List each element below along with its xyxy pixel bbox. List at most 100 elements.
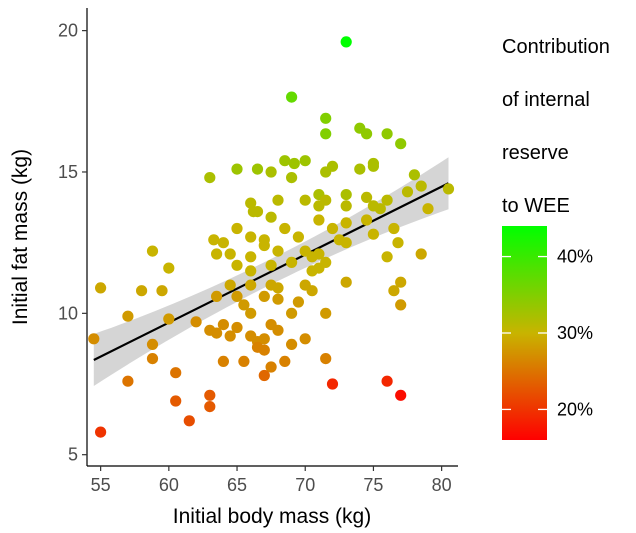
y-ticks: 5 10 15 20	[58, 21, 87, 465]
data-point	[395, 276, 407, 288]
y-tick-label: 15	[58, 162, 78, 182]
data-point	[381, 194, 393, 206]
y-axis-title: Initial fat mass (kg)	[9, 149, 32, 325]
data-point	[408, 169, 420, 181]
data-point	[190, 316, 202, 328]
data-point	[340, 189, 352, 201]
data-point	[292, 296, 304, 308]
data-point	[231, 290, 243, 302]
y-tick-label: 10	[58, 303, 78, 323]
regression-line	[93, 182, 449, 361]
legend-ticks: 20% 30% 40%	[502, 247, 593, 419]
data-point	[258, 369, 270, 382]
data-point	[361, 191, 373, 203]
data-point	[367, 228, 379, 240]
data-point	[422, 203, 434, 215]
data-point	[299, 333, 311, 345]
data-point	[163, 262, 175, 274]
data-point	[367, 160, 379, 172]
data-point	[279, 222, 291, 235]
data-point	[258, 290, 270, 302]
data-point	[265, 166, 277, 178]
data-point	[208, 234, 220, 246]
data-point	[251, 206, 264, 218]
x-tick-label: 75	[363, 475, 383, 495]
legend-tick-label: 30%	[557, 323, 593, 343]
data-point	[245, 231, 257, 243]
data-point	[231, 259, 243, 271]
legend-tick-label: 20%	[557, 399, 593, 419]
points-layer	[88, 36, 455, 438]
data-point	[231, 321, 243, 334]
data-point	[320, 112, 332, 124]
data-point	[272, 282, 284, 294]
data-point	[361, 214, 373, 226]
data-point	[340, 237, 352, 249]
data-point	[245, 251, 257, 263]
data-point	[245, 307, 257, 319]
data-point	[320, 307, 332, 319]
data-point	[286, 338, 298, 350]
x-tick-label: 55	[91, 475, 111, 495]
legend-tick-label: 40%	[557, 247, 593, 267]
data-point	[224, 330, 236, 342]
data-point	[272, 293, 284, 305]
data-point	[231, 163, 243, 175]
data-point	[170, 367, 182, 379]
data-point	[320, 128, 332, 140]
legend-title-line-1: Contribution	[502, 36, 610, 58]
data-point	[204, 401, 216, 413]
data-point	[381, 128, 393, 140]
data-point	[288, 157, 300, 170]
x-tick-label: 80	[432, 475, 452, 495]
data-point	[146, 353, 159, 365]
data-point	[224, 279, 236, 291]
data-point	[388, 222, 400, 235]
y-tick-label: 5	[68, 445, 78, 465]
data-point	[279, 155, 291, 167]
data-point	[354, 163, 366, 175]
data-point	[340, 276, 352, 288]
data-point	[258, 344, 270, 356]
data-point	[245, 265, 257, 277]
data-point	[217, 237, 229, 249]
legend-title-line-4: to WEE	[502, 195, 570, 217]
data-point	[238, 355, 250, 367]
data-point	[326, 378, 339, 390]
data-point	[313, 200, 325, 212]
legend-title-line-2: of internal	[502, 89, 590, 111]
data-point	[170, 395, 182, 407]
x-axis-title: Initial body mass (kg)	[173, 505, 371, 528]
data-point	[156, 285, 168, 297]
x-tick-label: 60	[159, 475, 179, 495]
data-point	[415, 180, 427, 192]
data-point	[395, 299, 407, 311]
data-point	[299, 155, 311, 167]
y-tick-label: 20	[58, 21, 78, 41]
data-point	[146, 245, 159, 257]
x-ticks: 55 60 65 70 75 80	[91, 466, 452, 495]
data-point	[340, 36, 352, 48]
data-point	[122, 375, 134, 387]
data-point	[340, 200, 352, 212]
legend-title-line-3: reserve	[502, 142, 569, 164]
data-point	[313, 214, 325, 226]
data-point	[238, 299, 250, 311]
data-point	[136, 285, 148, 297]
data-point	[381, 375, 393, 387]
data-point	[279, 355, 291, 367]
data-point	[204, 389, 216, 401]
data-point	[122, 310, 134, 322]
legend: Contribution of internal reserve to WEE …	[502, 36, 610, 440]
data-point	[286, 172, 298, 184]
data-point	[211, 290, 223, 302]
data-point	[320, 166, 332, 178]
data-point	[265, 259, 277, 271]
data-point	[224, 248, 236, 260]
data-point	[245, 279, 257, 291]
data-point	[286, 91, 298, 103]
data-point	[251, 163, 264, 175]
data-point	[217, 355, 229, 367]
data-point	[272, 324, 284, 336]
